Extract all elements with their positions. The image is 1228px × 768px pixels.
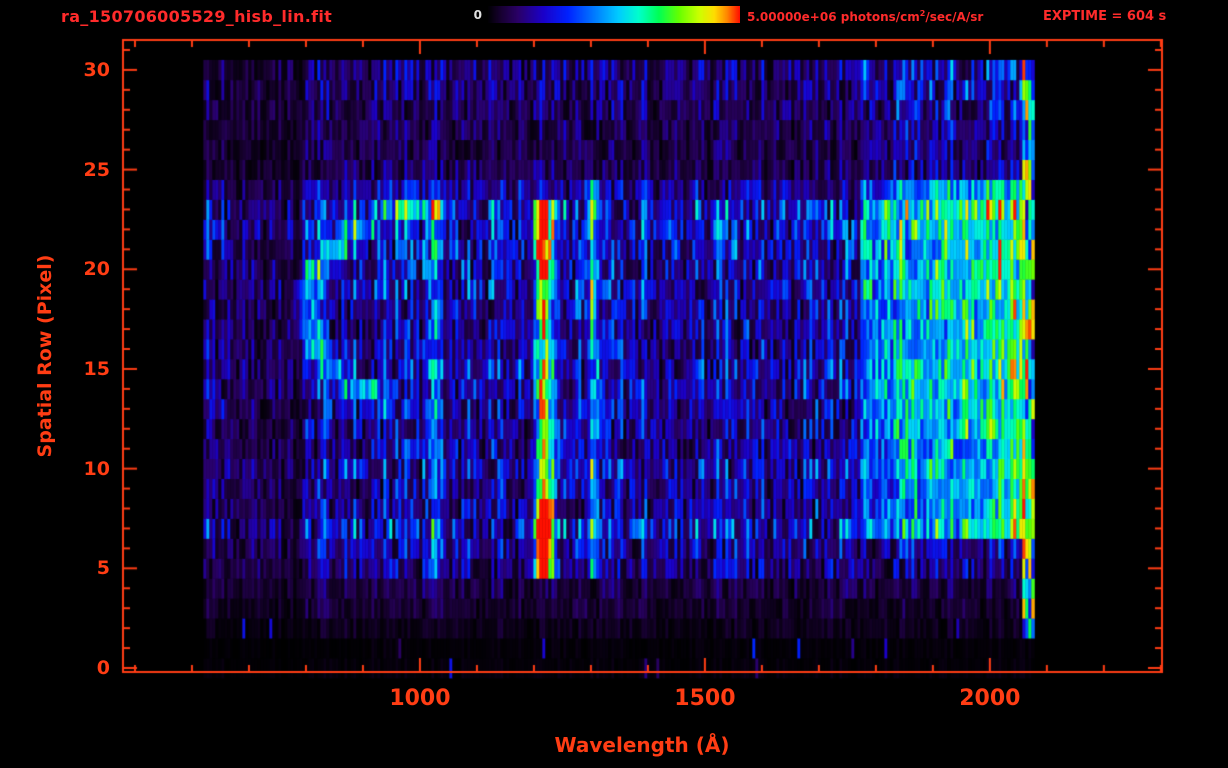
y-tick-label: 15 — [83, 357, 110, 380]
y-tick-label: 0 — [96, 657, 110, 679]
colorbar-max-value: 5.00000e+06 — [747, 10, 837, 24]
y-tick-label: 30 — [83, 58, 110, 81]
y-tick-label: 10 — [83, 457, 110, 480]
x-tick-label: 2000 — [959, 686, 1021, 711]
colorbar-gradient — [487, 6, 740, 23]
filename-title: ra_150706005529_hisb_lin.fit — [61, 7, 333, 26]
x-axis-title: Wavelength (Å) — [554, 733, 730, 757]
colorbar-max-label: 5.00000e+06 photons/cm2/sec/A/sr — [747, 9, 983, 24]
colorbar-units-suffix: /sec/A/sr — [925, 10, 984, 24]
x-tick-label: 1000 — [389, 686, 451, 711]
colorbar-min-label: 0 — [473, 8, 482, 22]
y-tick-label: 20 — [83, 258, 110, 281]
x-tick-label: 1500 — [674, 686, 736, 711]
exptime-label: EXPTIME = 604 s — [1043, 9, 1167, 24]
colorbar-units-exponent: 2 — [919, 9, 926, 18]
colorbar-units-prefix: photons/cm — [836, 10, 920, 24]
y-tick-label: 25 — [83, 158, 110, 181]
y-tick-label: 5 — [96, 557, 110, 580]
